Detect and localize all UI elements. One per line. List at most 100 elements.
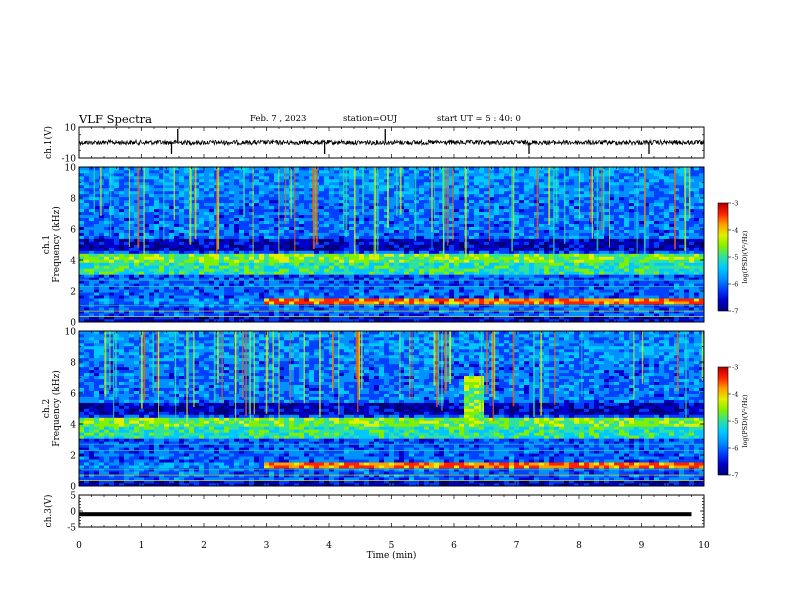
spectrogram-cell [624, 238, 630, 242]
spectrogram-cell [264, 292, 270, 296]
spectrogram-cell [169, 295, 175, 299]
spectrogram-cell [499, 232, 505, 236]
spectrogram-cell [419, 295, 425, 299]
spectrogram-cell [604, 271, 610, 275]
spectrogram-cell [474, 292, 480, 296]
spectrogram-cell [279, 241, 285, 245]
spectrogram-cell [254, 274, 260, 278]
spectrogram-cell [654, 268, 660, 272]
spectrogram-cell [224, 214, 230, 219]
spectrogram-cell [294, 265, 300, 269]
spectrogram-cell [209, 280, 215, 284]
spectrogram-cell [474, 280, 480, 284]
spectrogram-cell [669, 268, 675, 272]
spectrogram-cell [279, 208, 285, 213]
spectrogram-cell [324, 259, 330, 263]
spectrogram-cell [689, 298, 695, 302]
spectrogram-cell [584, 232, 590, 236]
spectrogram-cell [89, 214, 95, 219]
spectrogram-cell [109, 226, 115, 230]
spectrogram-cell [254, 265, 260, 269]
spectrogram-cell [649, 313, 655, 317]
spectrogram-cell [254, 262, 260, 266]
spectrogram-cell [284, 250, 290, 254]
spectrogram-cell [664, 277, 670, 281]
spectrogram-cell [539, 316, 545, 320]
spectrogram-cell [339, 277, 345, 281]
spectrogram-cell [514, 238, 520, 242]
spectrogram-cell [534, 238, 540, 242]
spectrogram-cell [559, 235, 565, 239]
spectrogram-cell [429, 289, 435, 293]
spectrogram-cell [569, 241, 575, 245]
spectrogram-cell [694, 295, 700, 299]
spectrogram-cell [599, 277, 605, 281]
spectrogram-cell [379, 253, 385, 257]
spectrogram-cell [84, 277, 90, 281]
spectrogram-cell [94, 298, 100, 302]
spectrogram-cell [624, 277, 630, 281]
spectrogram-cell [494, 268, 500, 272]
spectrogram-cell [564, 235, 570, 239]
spectrogram-cell [204, 292, 210, 296]
spectrogram-cell [629, 280, 635, 284]
spectrogram-cell [319, 262, 325, 266]
spectrogram-cell [454, 217, 460, 221]
spectrogram-cell [139, 253, 145, 257]
spectrogram-cell [384, 295, 390, 299]
spectrogram-cell [654, 262, 660, 266]
spectrogram-cell [289, 244, 295, 248]
spectrogram-cell [394, 277, 400, 281]
spectrogram-cell [374, 301, 380, 305]
spectrogram-cell [394, 298, 400, 302]
spectrogram-cell [344, 253, 350, 257]
spectrogram-cell [449, 274, 455, 278]
spectrogram-cell [354, 232, 360, 236]
spectrogram-cell [394, 295, 400, 299]
spectrogram-cell [319, 274, 325, 278]
spectrogram-cell [394, 232, 400, 236]
spectrogram-cell [174, 268, 180, 272]
spectrogram-cell [89, 253, 95, 257]
spectrogram-cell [549, 220, 555, 224]
spectrogram-cell [124, 205, 130, 210]
spectrogram-cell [179, 205, 185, 210]
spectrogram-cell [459, 217, 465, 221]
spectrogram-cell [264, 217, 270, 221]
spectrogram-cell [499, 313, 505, 317]
spectrogram-cell [234, 268, 240, 272]
spectrogram-cell [344, 256, 350, 260]
spectrogram-cell [614, 265, 620, 269]
spectrogram-cell [674, 235, 680, 239]
spectrogram-cell [444, 226, 450, 230]
spectrogram-cell [289, 229, 295, 233]
spectrogram-cell [334, 250, 340, 254]
start-time-label: start UT = 5 : 40: 0 [437, 114, 521, 124]
spectrogram-cell [169, 313, 175, 317]
spectrogram-cell [189, 298, 195, 302]
spectrogram-cell [609, 253, 615, 257]
spectrogram-cell [274, 268, 280, 272]
spectrogram-cell [239, 211, 245, 216]
spectrogram-cell [544, 247, 550, 251]
spectrogram-cell [89, 262, 95, 266]
spectrogram-cell [389, 301, 395, 305]
spectrogram-cell [289, 262, 295, 266]
spectrogram-cell [519, 244, 525, 248]
spectrogram-cell [144, 250, 150, 254]
spectrogram-cell [89, 226, 95, 230]
spectrogram-cell [614, 247, 620, 251]
spectrogram-cell [249, 247, 255, 251]
spectrogram-cell [229, 298, 235, 302]
spectrogram-cell [424, 313, 430, 317]
spectrogram-cell [349, 250, 355, 254]
spectrogram-cell [144, 283, 150, 287]
spectrogram-cell [504, 250, 510, 254]
spectrogram-cell [414, 286, 420, 290]
spectrogram-cell [619, 286, 625, 290]
spectrogram-cell [524, 238, 530, 242]
spectrogram-cell [274, 307, 280, 311]
spectrogram-cell [204, 316, 210, 320]
spectrogram-cell [639, 310, 645, 314]
spectrogram-cell [149, 232, 155, 236]
